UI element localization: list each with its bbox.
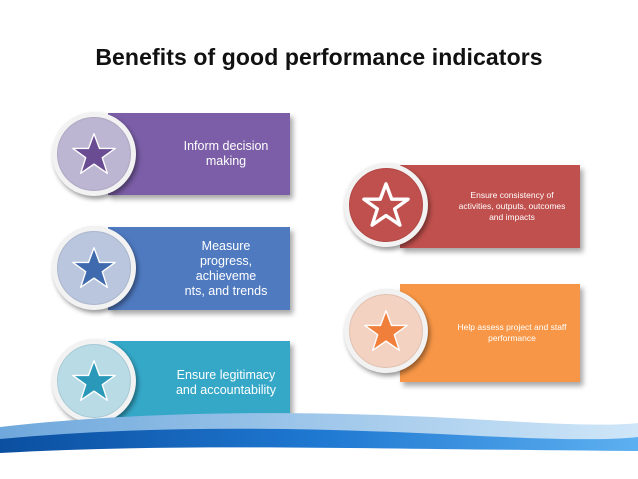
benefit-card-inform-decision: Inform decision making	[108, 113, 290, 195]
benefit-label: Ensure legitimacy and accountability	[175, 367, 277, 397]
benefit-badge	[52, 339, 136, 423]
benefit-label: Measure progress, achieveme nts, and tre…	[184, 238, 268, 298]
benefit-label: Help assess project and staff performanc…	[457, 322, 567, 343]
star-icon	[72, 133, 116, 175]
benefit-badge	[344, 289, 428, 373]
benefit-badge	[344, 163, 428, 247]
benefit-badge	[52, 226, 136, 310]
star-icon	[364, 310, 408, 352]
benefit-card-assess-performance: Help assess project and staff performanc…	[400, 284, 580, 382]
benefit-label: Ensure consistency of activities, output…	[458, 190, 566, 222]
benefit-label: Inform decision making	[183, 139, 269, 168]
benefit-badge	[52, 112, 136, 196]
benefit-card-consistency: Ensure consistency of activities, output…	[400, 165, 580, 248]
slide-title: Benefits of good performance indicators	[95, 44, 543, 70]
star-icon	[72, 247, 116, 289]
footer-wave-decoration	[0, 413, 638, 479]
star-icon	[72, 360, 116, 402]
star-icon	[362, 182, 410, 227]
benefit-card-measure-progress: Measure progress, achieveme nts, and tre…	[108, 227, 290, 310]
benefit-card-legitimacy: Ensure legitimacy and accountability	[108, 341, 290, 424]
